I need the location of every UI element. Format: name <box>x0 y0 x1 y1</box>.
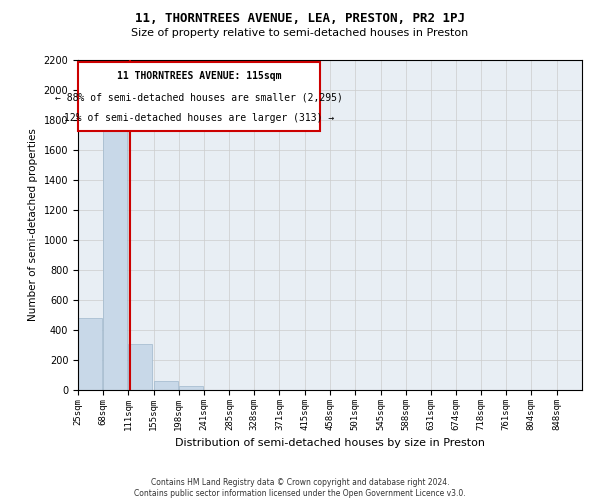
Bar <box>103 117 127 390</box>
Y-axis label: Number of semi-detached properties: Number of semi-detached properties <box>28 128 38 322</box>
Text: 12% of semi-detached houses are larger (313) →: 12% of semi-detached houses are larger (… <box>64 114 334 124</box>
FancyBboxPatch shape <box>78 62 320 131</box>
Text: 11, THORNTREES AVENUE, LEA, PRESTON, PR2 1PJ: 11, THORNTREES AVENUE, LEA, PRESTON, PR2… <box>135 12 465 26</box>
Text: Contains HM Land Registry data © Crown copyright and database right 2024.
Contai: Contains HM Land Registry data © Crown c… <box>134 478 466 498</box>
Text: 11 THORNTREES AVENUE: 115sqm: 11 THORNTREES AVENUE: 115sqm <box>116 70 281 81</box>
Text: Size of property relative to semi-detached houses in Preston: Size of property relative to semi-detach… <box>131 28 469 38</box>
Bar <box>78 318 103 390</box>
Bar <box>179 386 203 390</box>
Bar <box>154 381 178 390</box>
X-axis label: Distribution of semi-detached houses by size in Preston: Distribution of semi-detached houses by … <box>175 438 485 448</box>
Text: ← 88% of semi-detached houses are smaller (2,295): ← 88% of semi-detached houses are smalle… <box>55 92 343 102</box>
Bar <box>128 344 152 390</box>
